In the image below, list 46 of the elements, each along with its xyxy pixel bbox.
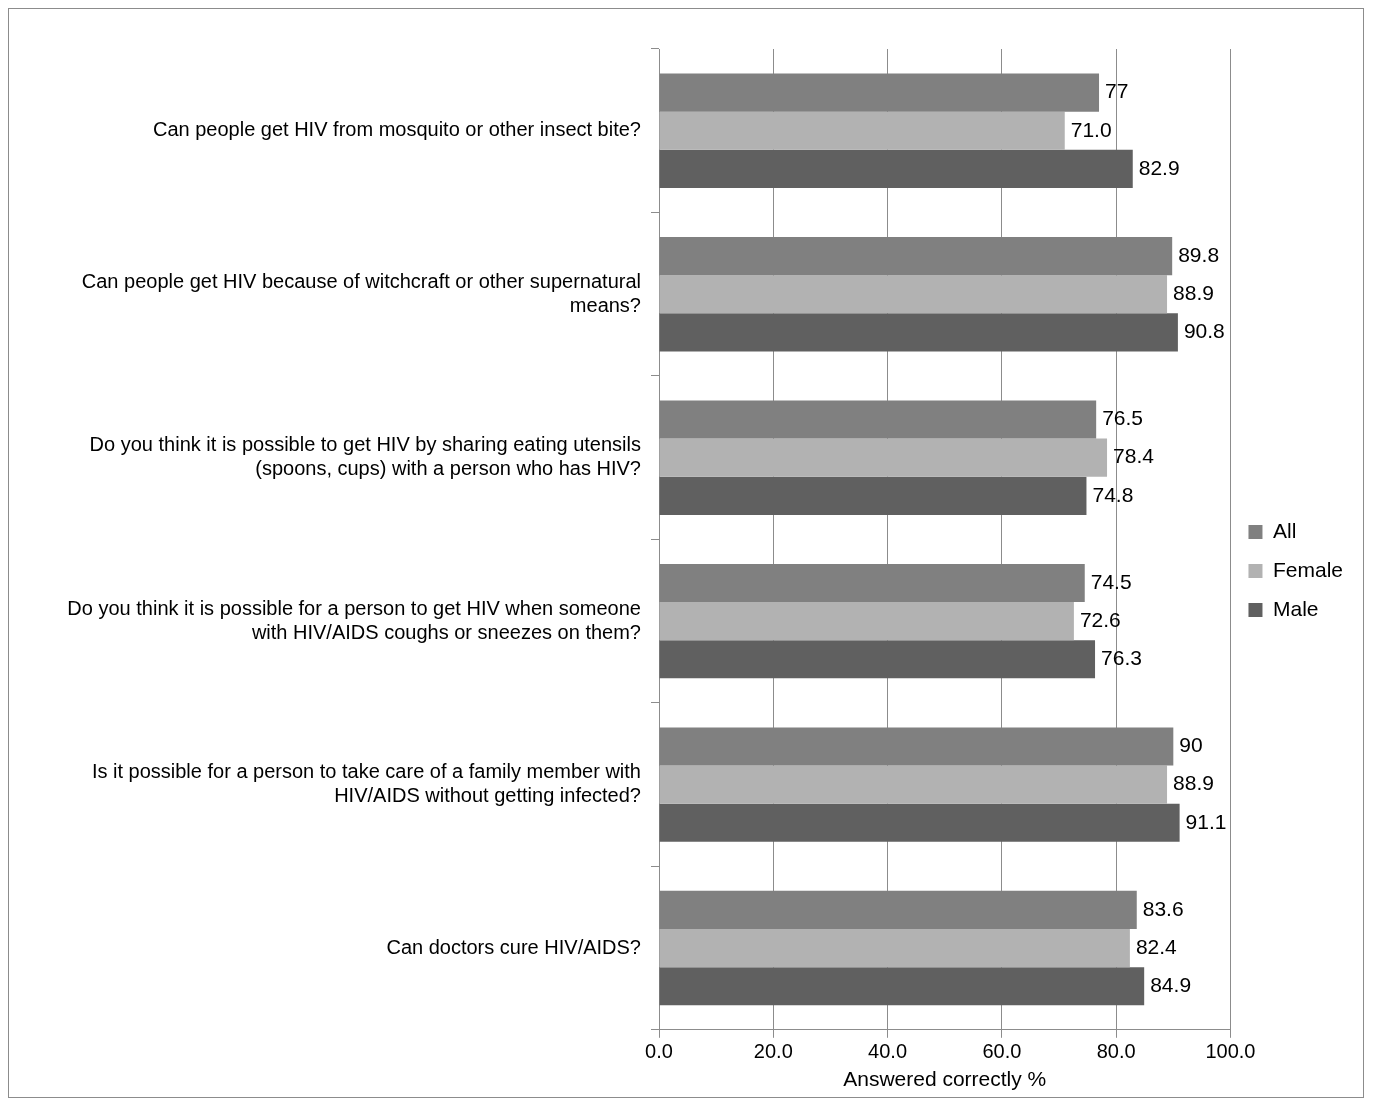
data-label: 72.6 — [1079, 607, 1121, 631]
x-axis-title: Answered correctly % — [843, 1067, 1047, 1091]
bar — [659, 765, 1168, 804]
bar — [659, 929, 1130, 968]
y-tick-label: Can people get HIV because of witchcraft or other supernatural means? — [81, 269, 641, 316]
x-tick-label: 60.0 — [982, 1040, 1022, 1063]
data-label: 78.4 — [1113, 444, 1155, 468]
bar — [659, 149, 1133, 188]
bar — [659, 275, 1168, 314]
bar — [659, 438, 1108, 477]
bar — [659, 967, 1145, 1006]
data-label: 82.9 — [1138, 155, 1180, 179]
y-tick-label: Can doctors cure HIV/AIDS? — [386, 935, 641, 958]
y-tick-label: Do you think it is possible to get HIV by sharing eating utensils (spoons, cups) with a person who has HIV? — [89, 433, 641, 480]
bar — [659, 313, 1178, 352]
x-tick-label: 80.0 — [1096, 1040, 1136, 1063]
data-label: 83.6 — [1142, 896, 1184, 920]
data-label: 91.1 — [1185, 809, 1227, 833]
data-label: 90 — [1179, 733, 1203, 757]
legend-label: Female — [1272, 557, 1344, 581]
x-tick-label: 100.0 — [1205, 1040, 1256, 1063]
x-tick-label: 40.0 — [868, 1040, 908, 1063]
x-tick-label: 0.0 — [645, 1040, 673, 1063]
data-label: 71.0 — [1070, 117, 1112, 141]
data-label: 90.8 — [1183, 319, 1225, 343]
bar — [659, 602, 1074, 641]
y-tick-label: Is it possible for a person to take care of a family member with HIV/AIDS without getting infected? — [91, 760, 641, 807]
x-tick-label: 20.0 — [753, 1040, 793, 1063]
bar — [659, 803, 1180, 842]
bar — [659, 111, 1065, 150]
bar — [659, 640, 1096, 679]
y-tick-label: Do you think it is possible for a person to get HIV when someone with HIV/AIDS coughs or sneezes on them? — [67, 596, 641, 643]
data-label: 74.5 — [1090, 569, 1132, 593]
data-label: 74.8 — [1092, 482, 1134, 506]
legend-label: Male — [1272, 596, 1319, 620]
data-label: 76.5 — [1102, 406, 1144, 430]
y-tick-label: Can people get HIV from mosquito or other insect bite? — [152, 118, 641, 141]
data-label: 82.4 — [1135, 934, 1178, 958]
data-label: 89.8 — [1178, 242, 1220, 266]
data-label: 88.9 — [1173, 771, 1214, 795]
data-label: 77 — [1105, 79, 1129, 103]
data-label: 88.9 — [1173, 281, 1214, 304]
data-label: 76.3 — [1101, 646, 1142, 670]
data-label: 84.9 — [1150, 973, 1192, 997]
legend-label: All — [1272, 518, 1297, 542]
bar — [659, 476, 1087, 515]
